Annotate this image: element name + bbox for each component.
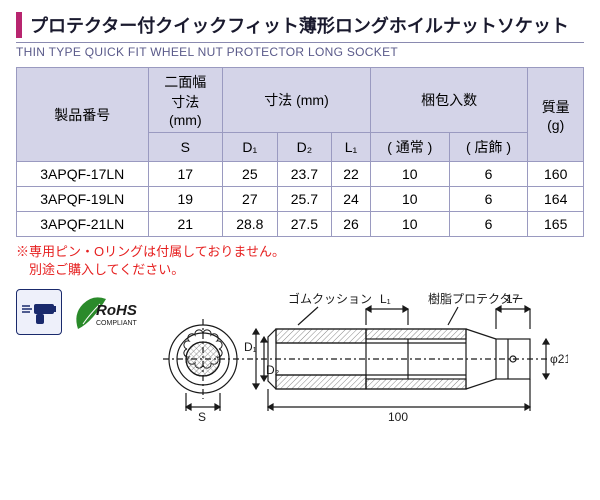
cell-pn: 3APQF-21LN bbox=[17, 212, 149, 237]
impact-wrench-icon bbox=[16, 289, 62, 335]
label-L1: L₁ bbox=[380, 292, 391, 306]
col-D2: D₂ bbox=[277, 133, 332, 162]
label-17: 17 bbox=[506, 292, 520, 306]
col-S: S bbox=[148, 133, 223, 162]
cell-D1: 27 bbox=[223, 187, 278, 212]
cell-S: 21 bbox=[148, 212, 223, 237]
title-bar: プロテクター付クイックフィット薄形ロングホイルナットソケット bbox=[16, 12, 584, 38]
col-D1: D₁ bbox=[223, 133, 278, 162]
note-line1: ※専用ピン・Oリングは付属しておりません。 bbox=[16, 243, 584, 261]
cell-pn: 3APQF-19LN bbox=[17, 187, 149, 212]
cell-D2: 25.7 bbox=[277, 187, 332, 212]
label-rubber-cushion: ゴムクッション bbox=[288, 291, 372, 306]
col-L1: L₁ bbox=[332, 133, 371, 162]
note-text: ※専用ピン・Oリングは付属しておりません。 別途ご購入してください。 bbox=[16, 243, 584, 279]
cell-D2: 27.5 bbox=[277, 212, 332, 237]
table-row: 3APQF-21LN 21 28.8 27.5 26 10 6 165 bbox=[17, 212, 584, 237]
title-english: THIN TYPE QUICK FIT WHEEL NUT PROTECTOR … bbox=[16, 42, 584, 59]
cell-mass: 160 bbox=[528, 162, 584, 187]
cell-L1: 26 bbox=[332, 212, 371, 237]
table-row: 3APQF-17LN 17 25 23.7 22 10 6 160 bbox=[17, 162, 584, 187]
cell-disp: 6 bbox=[449, 187, 528, 212]
label-phi21: φ21 bbox=[550, 352, 568, 366]
cell-norm: 10 bbox=[370, 212, 449, 237]
icons-and-diagram: RoHS COMPLIANT ゴムクッション 樹脂プロテクター L₁ 17 bbox=[16, 289, 584, 434]
label-D2: D₂ bbox=[266, 363, 280, 377]
cell-mass: 164 bbox=[528, 187, 584, 212]
label-D1: D₁ bbox=[244, 340, 257, 354]
cell-D1: 28.8 bbox=[223, 212, 278, 237]
col-pkg-qty: 梱包入数 bbox=[370, 68, 528, 133]
label-100: 100 bbox=[388, 410, 408, 424]
col-dimensions: 寸法 (mm) bbox=[223, 68, 371, 133]
col-display: ( 店飾 ) bbox=[449, 133, 528, 162]
col-product-no: 製品番号 bbox=[17, 68, 149, 162]
title-japanese: プロテクター付クイックフィット薄形ロングホイルナットソケット bbox=[30, 12, 584, 38]
col-mass: 質量 (g) bbox=[528, 68, 584, 162]
cell-S: 17 bbox=[148, 162, 223, 187]
col-waf: 二面幅 寸法 (mm) bbox=[148, 68, 223, 133]
cell-disp: 6 bbox=[449, 162, 528, 187]
cell-D1: 25 bbox=[223, 162, 278, 187]
cell-L1: 22 bbox=[332, 162, 371, 187]
col-normal: ( 通常 ) bbox=[370, 133, 449, 162]
technical-diagram: ゴムクッション 樹脂プロテクター L₁ 17 bbox=[148, 289, 584, 434]
cell-norm: 10 bbox=[370, 187, 449, 212]
cell-disp: 6 bbox=[449, 212, 528, 237]
specification-table: 製品番号 二面幅 寸法 (mm) 寸法 (mm) 梱包入数 質量 (g) S D… bbox=[16, 67, 584, 237]
cell-S: 19 bbox=[148, 187, 223, 212]
cell-norm: 10 bbox=[370, 162, 449, 187]
rohs-icon: RoHS COMPLIANT bbox=[68, 289, 138, 335]
cell-mass: 165 bbox=[528, 212, 584, 237]
label-S: S bbox=[198, 410, 206, 424]
note-line2: 別途ご購入してください。 bbox=[16, 261, 584, 279]
rohs-text: RoHS bbox=[96, 302, 137, 319]
rohs-sub: COMPLIANT bbox=[96, 320, 138, 327]
table-row: 3APQF-19LN 19 27 25.7 24 10 6 164 bbox=[17, 187, 584, 212]
cell-D2: 23.7 bbox=[277, 162, 332, 187]
cell-pn: 3APQF-17LN bbox=[17, 162, 149, 187]
cell-L1: 24 bbox=[332, 187, 371, 212]
